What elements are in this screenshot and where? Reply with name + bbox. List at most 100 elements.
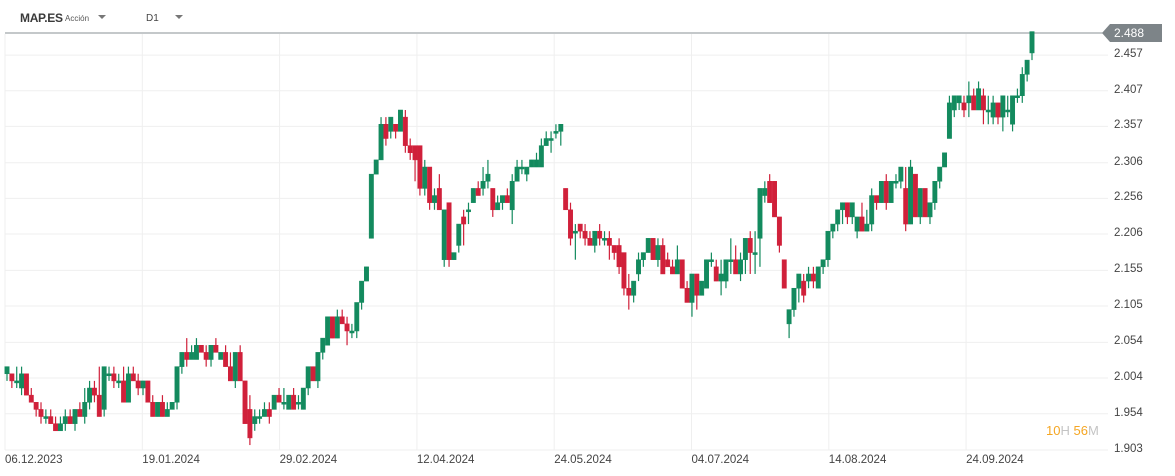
bearish-candle <box>228 366 233 382</box>
bullish-candle <box>932 181 938 203</box>
bullish-candle <box>835 209 841 225</box>
bullish-candle <box>990 102 996 118</box>
bullish-candle <box>524 166 530 175</box>
countdown-hours-unit: H <box>1060 423 1070 438</box>
bullish-candle <box>262 409 267 417</box>
bearish-candle <box>77 409 83 417</box>
bullish-candle <box>189 352 195 360</box>
bullish-candle <box>466 209 471 213</box>
bullish-candle <box>840 202 845 211</box>
last-price-marker <box>1102 24 1162 42</box>
bullish-candle <box>62 416 68 424</box>
bearish-candle <box>874 195 879 203</box>
bearish-candle <box>427 166 433 203</box>
y-tick-label: 1.903 <box>1114 443 1143 456</box>
bullish-candle <box>305 366 311 389</box>
bullish-candle <box>602 238 607 241</box>
bullish-candle <box>354 302 360 332</box>
bullish-candle <box>300 387 306 410</box>
x-tick-label: 24.05.2024 <box>554 454 612 466</box>
bullish-candle <box>470 188 476 203</box>
y-tick-label: 2.105 <box>1114 299 1143 312</box>
candle-countdown: 10H 56M <box>1046 423 1099 438</box>
bearish-candle <box>111 373 117 382</box>
bearish-candle <box>198 345 204 353</box>
bearish-candle <box>606 238 612 246</box>
bearish-candle <box>971 95 977 111</box>
bullish-candle <box>927 202 933 218</box>
bullish-candle <box>509 181 515 211</box>
bearish-candle <box>577 223 583 232</box>
bullish-candle <box>655 245 661 260</box>
bearish-candle <box>568 209 573 239</box>
bullish-candle <box>296 402 301 405</box>
bullish-candle <box>125 373 131 403</box>
bullish-candle <box>762 188 768 196</box>
symbol-dropdown-chevron-down-icon[interactable] <box>98 15 106 19</box>
bullish-candle <box>72 409 78 424</box>
x-tick-label: 06.12.2023 <box>5 454 63 466</box>
bearish-candle <box>995 102 1001 118</box>
bullish-candle <box>19 373 25 389</box>
bullish-candle <box>558 124 564 132</box>
bearish-candle <box>291 394 297 410</box>
bullish-candle <box>548 138 554 141</box>
bearish-candle <box>587 238 593 246</box>
bearish-candle <box>621 252 627 289</box>
bullish-candle <box>495 202 501 211</box>
bullish-candle <box>806 273 811 282</box>
bullish-candle <box>398 109 403 132</box>
countdown-hours: 10 <box>1046 423 1061 438</box>
bullish-candle <box>514 166 520 182</box>
y-tick-label: 2.306 <box>1114 155 1143 168</box>
bullish-candle <box>1014 95 1020 98</box>
bullish-candle <box>87 387 93 403</box>
bearish-candle <box>339 316 345 325</box>
bullish-candle <box>271 394 277 410</box>
bearish-candle <box>91 387 97 396</box>
bullish-candle <box>946 102 952 139</box>
bearish-candle <box>23 373 29 396</box>
bullish-candle <box>820 259 826 268</box>
bearish-candle <box>504 195 510 203</box>
bearish-candle <box>694 273 700 296</box>
bullish-candle <box>1019 74 1025 96</box>
bullish-candle <box>689 273 695 303</box>
bullish-candle <box>174 366 180 403</box>
bearish-candle <box>402 116 408 146</box>
bearish-candle <box>490 188 496 211</box>
bullish-candle <box>441 209 447 260</box>
bullish-candle <box>888 181 894 203</box>
x-tick-label: 14.08.2024 <box>828 454 887 466</box>
bullish-candle <box>699 280 705 296</box>
y-tick-label: 2.256 <box>1114 191 1143 204</box>
bearish-candle <box>776 216 782 246</box>
bearish-candle <box>436 188 442 211</box>
bullish-candle <box>232 352 238 382</box>
last-price-label: 2.488 <box>1114 26 1145 40</box>
bullish-candle <box>169 402 175 410</box>
bearish-candle <box>961 102 967 111</box>
bullish-candle <box>101 366 107 410</box>
bullish-candle <box>349 330 355 334</box>
instrument-type-label: Acción <box>65 14 90 23</box>
x-tick-label: 19.01.2024 <box>142 454 200 466</box>
bullish-candle <box>752 252 758 255</box>
bullish-candle <box>786 309 792 325</box>
x-tick-label: 24.09.2024 <box>966 454 1024 466</box>
bullish-candle <box>519 166 525 170</box>
bearish-candle <box>48 416 54 424</box>
bullish-candle <box>320 337 326 353</box>
bearish-candle <box>883 181 889 203</box>
bullish-candle <box>553 131 559 134</box>
bearish-candle <box>781 259 787 289</box>
bearish-candle <box>242 380 248 424</box>
bullish-candle <box>1029 31 1035 54</box>
bullish-candle <box>825 230 831 260</box>
countdown-minutes: 56 <box>1073 423 1088 438</box>
bearish-candle <box>922 188 928 218</box>
timeframe-dropdown-chevron-down-icon[interactable] <box>175 15 183 19</box>
bullish-candle <box>451 252 457 260</box>
bullish-candle <box>325 316 331 346</box>
